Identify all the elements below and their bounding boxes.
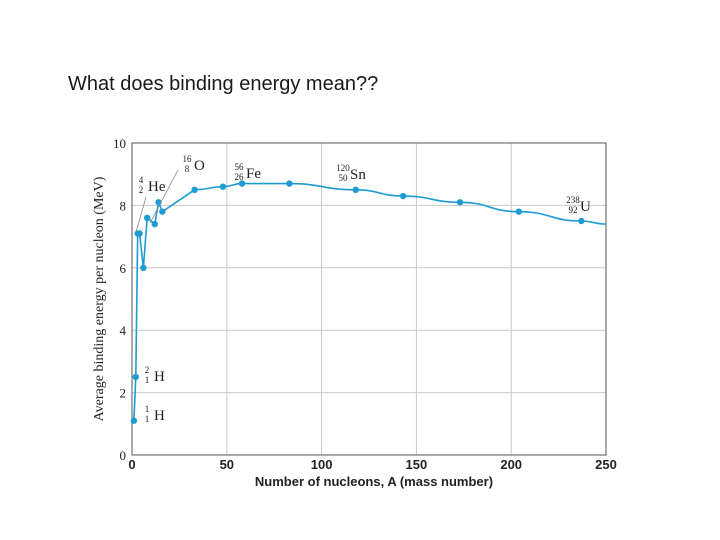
helium-4-symbol: He [148, 179, 166, 195]
y-tick-label: 2 [120, 386, 127, 401]
y-tick-label: 4 [120, 323, 127, 338]
x-tick-label: 100 [311, 457, 333, 472]
data-point [132, 373, 139, 381]
oxygen-16-mass-number: 16 [183, 154, 193, 164]
data-point [130, 417, 138, 424]
data-point [456, 199, 464, 206]
x-tick-label: 200 [500, 457, 522, 472]
helium-4-mass-number: 4 [139, 175, 144, 185]
uranium-238-mass-number: 238 [566, 195, 580, 205]
hydrogen-2-symbol: H [154, 369, 165, 385]
uranium-238-symbol: U [580, 199, 591, 215]
data-point [140, 264, 147, 271]
series-line [133, 182, 607, 421]
x-tick-label: 0 [128, 457, 135, 472]
iron-56-mass-number: 56 [235, 162, 245, 172]
plot-frame [131, 142, 607, 456]
slide-title: What does binding energy mean?? [68, 73, 379, 95]
tin-120-symbol: Sn [350, 167, 366, 183]
y-tick-label: 8 [120, 198, 127, 213]
tin-120-atomic-number: 50 [339, 173, 349, 183]
helium-4-leader [135, 196, 147, 233]
data-point [578, 217, 585, 225]
data-point [143, 214, 151, 222]
x-tick-label: 150 [406, 457, 428, 472]
hydrogen-2-mass-number: 2 [145, 365, 150, 375]
data-point [286, 180, 293, 187]
data-point [151, 220, 158, 228]
oxygen-16-atomic-number: 8 [185, 164, 190, 174]
data-point [515, 208, 522, 215]
data-point [159, 208, 166, 215]
x-axis-label: Number of nucleons, A (mass number) [255, 474, 493, 489]
hydrogen-1-symbol: H [154, 408, 165, 424]
oxygen-16-leader [149, 169, 179, 224]
y-tick-label: 0 [120, 448, 127, 463]
hydrogen-2-label: 21 H [145, 365, 165, 385]
helium-4-label: 42 He [139, 175, 166, 195]
data-point [238, 180, 246, 187]
hydrogen-2-atomic-number: 1 [145, 375, 150, 385]
iron-56-atomic-number: 26 [235, 172, 245, 182]
data-point [399, 192, 407, 200]
data-point [219, 183, 227, 190]
data-point [352, 186, 359, 193]
x-tick-label: 50 [220, 457, 234, 472]
oxygen-16-symbol: O [194, 158, 205, 174]
y-axis-label: Average binding energy per nucleon (MeV) [92, 176, 107, 421]
iron-56-symbol: Fe [246, 166, 261, 182]
hydrogen-1-atomic-number: 1 [145, 414, 150, 424]
data-point [191, 186, 198, 193]
uranium-238-atomic-number: 92 [569, 205, 578, 215]
oxygen-16-label: 168 O [183, 154, 206, 174]
tin-120-mass-number: 120 [336, 163, 350, 173]
hydrogen-1-label: 11 H [145, 404, 165, 424]
x-tick-label: 250 [595, 457, 617, 472]
helium-4-atomic-number: 2 [139, 185, 144, 195]
hydrogen-1-mass-number: 1 [145, 404, 150, 414]
y-tick-label: 10 [113, 136, 126, 151]
y-tick-label: 6 [120, 261, 127, 276]
data-point [136, 230, 143, 237]
